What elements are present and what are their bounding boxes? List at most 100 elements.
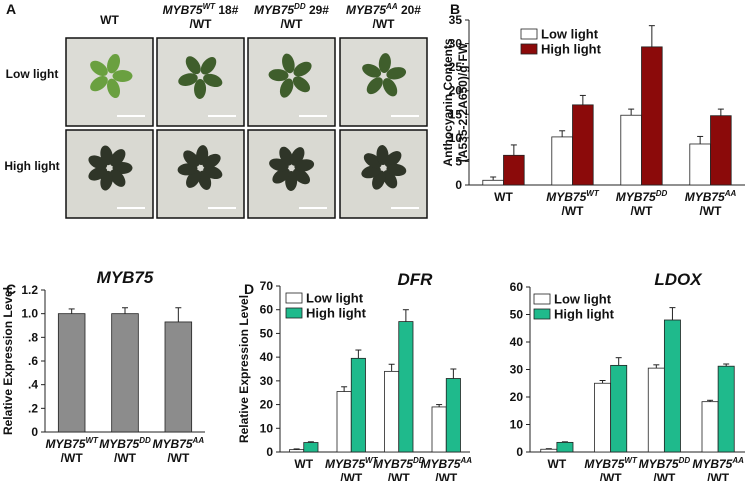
label-gene: MYB75 — [692, 457, 732, 471]
error-bar — [545, 448, 552, 450]
leaf — [294, 159, 315, 172]
leaf — [384, 151, 402, 168]
label-line2: /WT — [340, 471, 363, 481]
leaf — [100, 145, 113, 166]
leaf — [268, 69, 289, 82]
error-bar — [653, 364, 660, 369]
panel-label: D — [244, 281, 254, 297]
leaf — [109, 169, 126, 187]
label: MYB75DD — [99, 436, 151, 451]
label-gene: MYB75 — [685, 190, 725, 204]
label-line2: /WT — [631, 204, 654, 218]
error-bar — [561, 441, 568, 443]
label: MYB75AA 20# — [346, 2, 421, 17]
error-bar — [723, 363, 730, 367]
label-sup: DD — [413, 456, 425, 465]
y-tick-label: .4 — [28, 378, 38, 392]
error-bar — [559, 130, 566, 137]
label-sup: WT — [85, 436, 99, 445]
label: MYB75AA — [153, 436, 205, 451]
y-axis-label: (A535-2.2A650)/g·FW — [456, 42, 470, 162]
leaf — [378, 53, 391, 74]
label-line2: /WT — [190, 17, 213, 31]
error-bar — [579, 94, 586, 105]
error-bar — [388, 363, 395, 372]
label-gene: MYB75 — [346, 3, 386, 17]
error-bar — [510, 144, 517, 156]
legend-swatch — [533, 308, 551, 320]
y-tick-label: 5 — [455, 154, 462, 168]
bar — [710, 115, 732, 186]
error-bar — [615, 357, 622, 366]
label: MYB75DD — [373, 456, 425, 471]
bar — [350, 357, 366, 453]
leaf — [185, 56, 201, 75]
error-bar — [697, 135, 704, 144]
y-axis-label: Anthocyanin Contents — [441, 38, 455, 166]
label: WT — [100, 13, 119, 27]
label: MYB75WT 18# — [163, 2, 239, 17]
bar — [482, 179, 504, 186]
label-sup: WT — [203, 2, 217, 11]
y-axis-label: Relative Expression Level — [1, 287, 15, 435]
bar — [384, 370, 400, 453]
bar — [689, 143, 711, 186]
label-gene: MYB75 — [616, 190, 656, 204]
leaf — [202, 153, 221, 169]
y-tick-label: 15 — [449, 107, 463, 121]
label-sup: DD — [139, 436, 151, 445]
error-bar — [68, 308, 75, 314]
label-line2: /WT — [700, 204, 723, 218]
y-tick-label: 0 — [31, 425, 38, 439]
panel-label: C — [6, 281, 16, 297]
bar — [647, 367, 665, 453]
panel-label: B — [450, 1, 460, 17]
bar — [572, 104, 594, 186]
legend-swatch — [520, 43, 538, 55]
label: MYB75WT — [325, 456, 379, 471]
legend-swatch — [533, 293, 551, 305]
label: WT — [548, 457, 567, 471]
bar — [336, 391, 352, 453]
y-tick-label: 1.2 — [21, 283, 38, 297]
label-sup: AA — [385, 2, 398, 11]
chart-title: MYB75 — [97, 268, 154, 287]
error-bar — [450, 368, 457, 379]
bar — [540, 448, 558, 453]
label-line2: /WT — [373, 17, 396, 31]
label-gene: MYB75 — [639, 457, 679, 471]
label: MYB75DD — [616, 189, 668, 204]
error-bar — [293, 448, 300, 450]
legend-label: Low light — [554, 292, 612, 307]
legend-label: High light — [541, 42, 602, 57]
label-sup: AA — [731, 456, 744, 465]
row-label: Low light — [6, 67, 59, 81]
label: MYB75AA — [685, 189, 737, 204]
leaf — [107, 53, 121, 74]
y-tick-label: 0 — [266, 445, 273, 459]
legend-label: Low light — [541, 27, 599, 42]
y-tick-label: 30 — [510, 363, 524, 377]
leaf — [90, 60, 108, 76]
label-line2: /WT — [114, 451, 137, 465]
bar — [111, 313, 139, 433]
y-tick-label: 35 — [449, 13, 463, 27]
label-line2: /WT — [653, 471, 676, 481]
label-line2: /WT — [61, 451, 84, 465]
legend-label: High light — [306, 306, 367, 321]
label-sup: WT — [365, 456, 379, 465]
label-line2: /WT — [600, 471, 623, 481]
bar — [289, 449, 305, 453]
leaf — [386, 67, 407, 80]
label-gene: MYB75 — [584, 457, 624, 471]
bar — [551, 136, 573, 186]
row-label: High light — [4, 159, 59, 173]
label-gene: MYB75 — [546, 190, 586, 204]
label-sup: WT — [624, 456, 638, 465]
y-tick-label: 1.0 — [21, 307, 38, 321]
y-tick-label: .6 — [28, 354, 38, 368]
label-gene: MYB75 — [325, 457, 365, 471]
bar — [663, 319, 681, 453]
leaf — [361, 165, 381, 179]
leaf — [272, 168, 290, 184]
